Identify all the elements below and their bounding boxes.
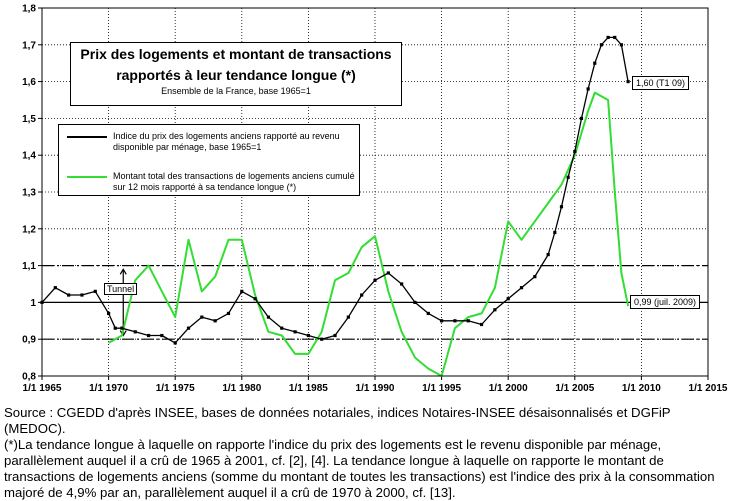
legend-label-price-index: Indice du prix des logements anciens rap… [113, 131, 340, 152]
data-point-price-index [93, 289, 97, 293]
data-point-price-index [266, 315, 271, 319]
data-point-price-index [599, 43, 604, 47]
y-tick-label: 1 [30, 298, 36, 309]
footnote-text: (*)La tendance longue à laquelle on rapp… [4, 437, 715, 500]
data-point-price-index [320, 337, 324, 341]
data-point-price-index [559, 205, 564, 209]
legend-label-transactions: Montant total des transactions de logeme… [113, 171, 355, 192]
tunnel-arrow-head-up [119, 268, 127, 275]
data-point-price-index [80, 293, 84, 297]
data-point-price-index [386, 271, 390, 275]
y-axis-ticks: 0,8 0,9 1 1,1 1,2 1,3 1,4 1,5 1,6 1,7 1,8 [22, 4, 42, 383]
data-point-price-index [426, 311, 430, 316]
x-tick-label: 1/1 2010 [622, 383, 661, 394]
x-tick-label: 1/1 2000 [489, 383, 528, 394]
data-point-price-index [113, 326, 117, 330]
series-layer [40, 35, 708, 377]
data-point-price-index [226, 311, 231, 316]
data-point-price-index [546, 252, 550, 257]
legend: Indice du prix des logements anciens rap… [58, 124, 360, 196]
y-tick-label: 0,9 [22, 335, 36, 346]
end-label-transactions: 0,99 (juil. 2009) [630, 295, 701, 309]
y-tick-label: 1,6 [22, 77, 36, 88]
data-point-price-index [107, 311, 111, 316]
x-tick-label: 1/1 1965 [23, 383, 62, 394]
data-point-price-index [360, 293, 364, 297]
data-point-price-index [253, 297, 257, 301]
y-tick-label: 0,8 [22, 372, 36, 383]
x-tick-label: 1/1 1970 [89, 383, 128, 394]
data-point-price-index [519, 286, 524, 290]
x-tick-label: 1/1 1985 [289, 383, 328, 394]
data-point-price-index [160, 333, 164, 338]
data-point-price-index [213, 319, 217, 323]
data-point-price-index [53, 286, 57, 290]
data-point-price-index [553, 230, 557, 235]
data-point-price-index [566, 175, 570, 179]
legend-swatch-black [67, 136, 107, 138]
end-label-price-index: 1,60 (T1 09) [632, 76, 690, 90]
chart-title-box: Prix des logements et montant de transac… [70, 42, 402, 106]
chart-title-line2: rapportés à leur tendance longue (*) [116, 67, 356, 83]
data-point-price-index [413, 300, 417, 304]
chart-title-line1: Prix des logements et montant de transac… [80, 46, 392, 62]
y-tick-label: 1,5 [22, 114, 36, 125]
data-point-price-index [293, 330, 297, 334]
data-point-price-index [280, 326, 284, 330]
data-point-price-index [453, 319, 457, 323]
data-point-price-index [67, 293, 71, 297]
data-point-price-index [146, 333, 151, 338]
y-tick-label: 1,2 [22, 224, 36, 235]
data-point-price-index [333, 333, 337, 338]
data-point-price-index [506, 297, 510, 301]
x-tick-label: 1/1 1980 [222, 383, 261, 394]
series-line-transactions [108, 91, 630, 377]
data-point-price-index [306, 333, 310, 338]
x-axis-ticks: 1/1 1965 1/1 1970 1/1 1975 1/1 1980 1/1 1985… [23, 376, 728, 394]
y-tick-label: 1,4 [22, 151, 36, 162]
x-tick-label: 1/1 1975 [156, 383, 195, 394]
y-tick-label: 1,3 [22, 188, 36, 199]
data-point-price-index [586, 87, 590, 91]
data-point-price-index [240, 289, 244, 293]
x-tick-label: 1/1 2015 [689, 383, 728, 394]
data-point-price-index [173, 341, 177, 345]
chart-subtitle: Ensemble de la France, base 1965=1 [161, 86, 311, 96]
x-tick-label: 1/1 2005 [555, 383, 594, 394]
source-line: Source : CGEDD d'après INSEE, bases de d… [4, 405, 671, 436]
data-point-price-index [466, 319, 470, 323]
data-point-price-index [593, 61, 597, 65]
data-point-price-index [400, 282, 404, 286]
plot-frame [41, 7, 709, 377]
data-point-price-index [619, 43, 624, 47]
x-tick-label: 1/1 1990 [356, 383, 395, 394]
x-tick-label: 1/1 1995 [422, 383, 461, 394]
data-point-price-index [606, 35, 610, 40]
data-point-price-index [613, 35, 617, 40]
data-point-price-index [493, 308, 497, 312]
data-point-price-index [479, 322, 484, 327]
data-point-price-index [200, 315, 204, 319]
data-point-price-index [533, 275, 537, 279]
series-line-price-index [41, 36, 629, 344]
legend-swatch-green [67, 176, 107, 178]
tunnel-arrow-head-down [119, 330, 127, 337]
data-point-price-index [626, 80, 630, 84]
data-point-price-index [373, 278, 377, 282]
y-tick-label: 1,8 [22, 4, 36, 15]
tunnel-label: Tunnel [104, 283, 138, 295]
data-point-price-index [573, 149, 577, 154]
data-point-price-index [346, 315, 350, 319]
y-tick-label: 1,1 [22, 261, 36, 272]
data-point-price-index [133, 330, 137, 334]
data-point-price-index [120, 326, 124, 330]
data-point-price-index [186, 326, 191, 330]
data-point-price-index [579, 116, 584, 120]
y-tick-label: 1,7 [22, 40, 36, 51]
data-point-price-index [440, 319, 444, 323]
